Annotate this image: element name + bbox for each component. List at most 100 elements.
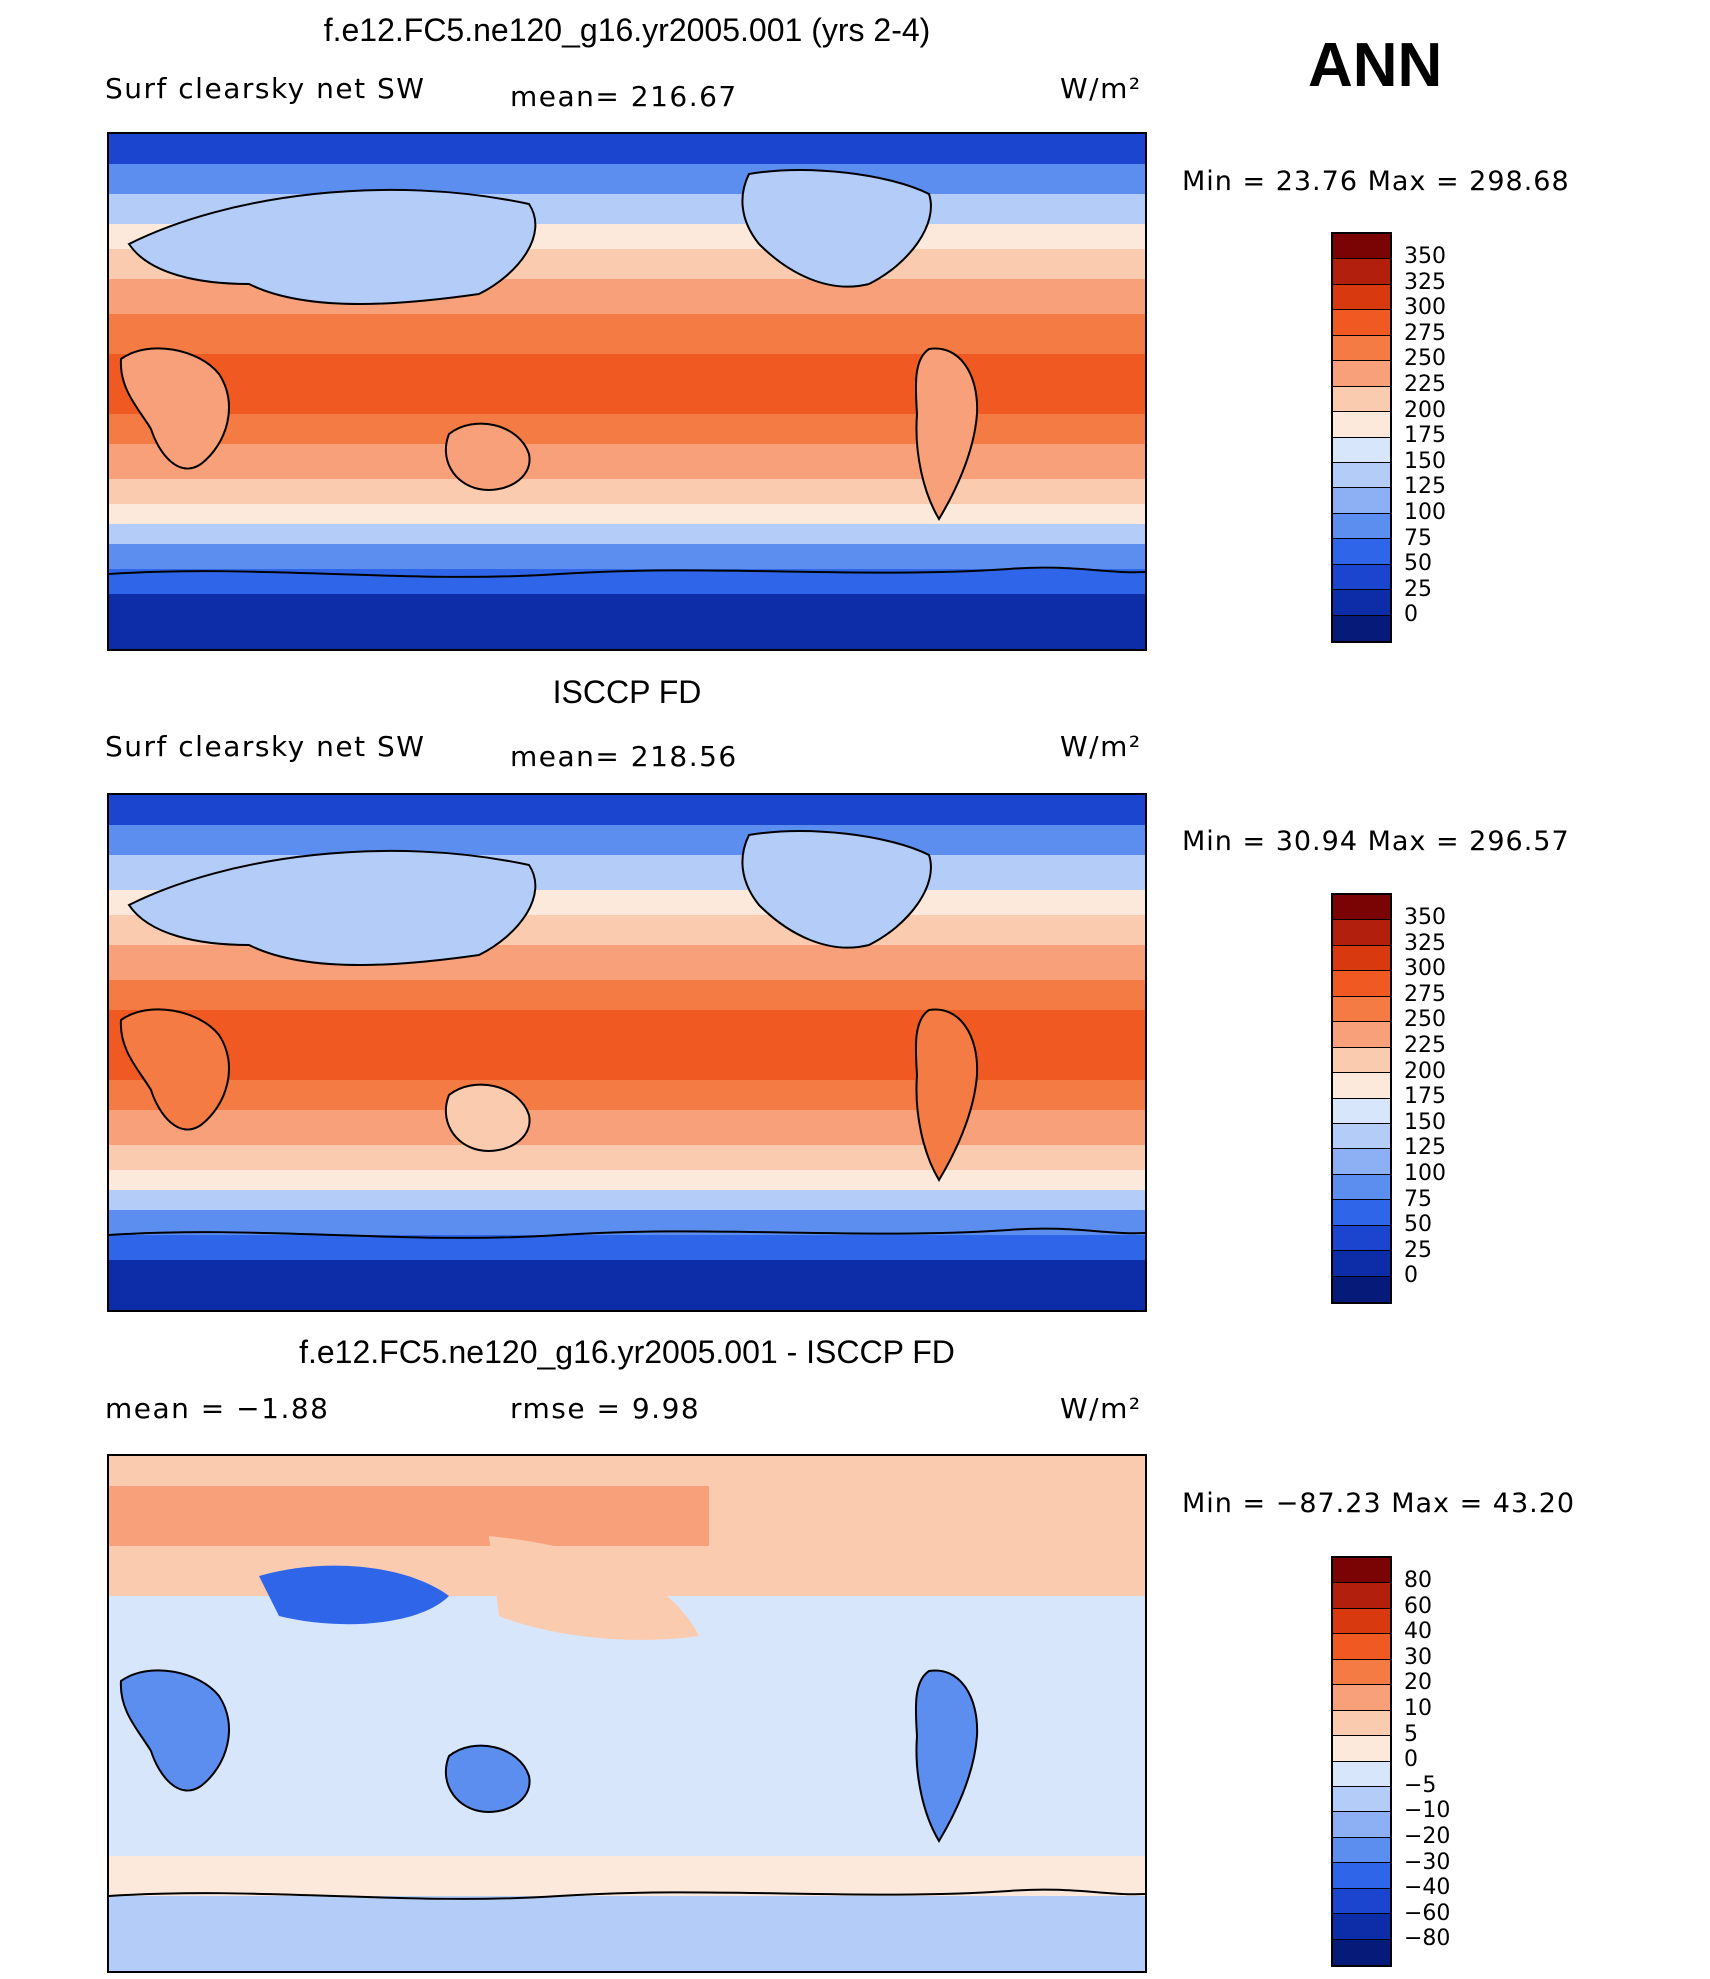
colorbar-level-label: 200 <box>1404 397 1446 423</box>
panel-1-map <box>107 132 1147 651</box>
panel-2-min-max: Min = 30.94 Max = 296.57 <box>1182 826 1570 857</box>
colorbar-swatch <box>1333 1863 1390 1889</box>
panel-1-min-max: Min = 23.76 Max = 298.68 <box>1182 166 1570 197</box>
colorbar-level-label: −80 <box>1404 1926 1451 1952</box>
colorbar-level-label: 100 <box>1404 499 1446 525</box>
colorbar-level-label: 150 <box>1404 448 1446 474</box>
colorbar-swatch <box>1333 1939 1390 1965</box>
colorbar-level-label: 350 <box>1404 905 1446 930</box>
colorbar-level-label: 250 <box>1404 346 1446 372</box>
panel-3-map <box>107 1454 1147 1973</box>
colorbar-level-label: −30 <box>1404 1849 1451 1875</box>
colorbar-swatch <box>1333 284 1390 311</box>
colorbar-level-label: 100 <box>1404 1160 1446 1186</box>
colorbar-swatch <box>1333 615 1390 641</box>
panel-2-map-field <box>109 795 1145 1310</box>
colorbar-level-label: 75 <box>1404 1186 1432 1212</box>
colorbar-level-label: 200 <box>1404 1058 1446 1084</box>
colorbar-swatch <box>1333 361 1390 387</box>
colorbar-swatch <box>1333 1073 1390 1099</box>
panel-3-rmse-label: rmse = 9.98 <box>510 1392 701 1425</box>
colorbar-level-label: 25 <box>1404 1237 1432 1263</box>
panel-3-colorbar-labels: 80 60 40 30 20 10 5 0 −5 −10 −20 −30 −40 −60 −80 <box>1404 1568 1450 1952</box>
panel-1-map-field <box>109 134 1145 649</box>
colorbar-level-label: 60 <box>1404 1593 1432 1619</box>
panel-2-variable-label: Surf clearsky net SW <box>105 730 426 763</box>
colorbar-swatch <box>1333 920 1390 946</box>
colorbar-swatch <box>1333 1634 1390 1660</box>
colorbar-swatch <box>1333 1685 1390 1711</box>
colorbar-swatch <box>1333 386 1390 413</box>
panel-2-mean-label: mean= 218.56 <box>510 740 738 773</box>
colorbar-level-label: 0 <box>1404 1747 1418 1773</box>
panel-3-map-field <box>109 1456 1145 1971</box>
colorbar-level-label: 175 <box>1404 1084 1446 1110</box>
panel-1-variable-label: Surf clearsky net SW <box>105 72 426 105</box>
colorbar-level-label: 30 <box>1404 1644 1432 1670</box>
colorbar-swatch <box>1333 1583 1390 1609</box>
colorbar-swatch <box>1333 1888 1390 1915</box>
colorbar-level-label: 5 <box>1404 1721 1418 1747</box>
colorbar-swatch <box>1333 335 1390 362</box>
colorbar-level-label: 50 <box>1404 551 1432 577</box>
colorbar-swatch <box>1333 488 1390 514</box>
colorbar-level-label: 0 <box>1404 602 1418 628</box>
colorbar-swatch <box>1333 1608 1390 1635</box>
colorbar-swatch <box>1333 1225 1390 1252</box>
colorbar-level-label: −5 <box>1404 1772 1437 1798</box>
colorbar-level-label: 50 <box>1404 1212 1432 1238</box>
panel-2-units: W/m² <box>1060 730 1142 763</box>
panel-2-map <box>107 793 1147 1312</box>
panel-3-mean-label: mean = −1.88 <box>105 1392 330 1425</box>
colorbar-swatch <box>1333 564 1390 591</box>
colorbar-level-label: −60 <box>1404 1900 1451 1926</box>
colorbar-swatch <box>1333 1123 1390 1150</box>
colorbar-swatch <box>1333 462 1390 489</box>
colorbar-swatch <box>1333 234 1390 260</box>
colorbar-swatch <box>1333 1558 1390 1584</box>
panel-2-colorbar <box>1331 893 1392 1304</box>
panel-1-units: W/m² <box>1060 72 1142 105</box>
colorbar-swatch <box>1333 1047 1390 1074</box>
season-label: ANN <box>1308 31 1443 100</box>
colorbar-level-label: 10 <box>1404 1695 1432 1721</box>
colorbar-level-label: −40 <box>1404 1875 1451 1901</box>
colorbar-swatch <box>1333 1914 1390 1940</box>
colorbar-swatch <box>1333 513 1390 540</box>
colorbar-swatch <box>1333 1761 1390 1787</box>
colorbar-level-label: 0 <box>1404 1263 1418 1289</box>
colorbar-swatch <box>1333 1098 1390 1124</box>
colorbar-level-label: 350 <box>1404 244 1446 269</box>
panel-3-title: f.e12.FC5.ne120_g16.yr2005.001 - ISCCP F… <box>299 1334 955 1370</box>
colorbar-level-label: 80 <box>1404 1568 1432 1593</box>
colorbar-level-label: 325 <box>1404 269 1446 295</box>
colorbar-swatch <box>1333 996 1390 1023</box>
colorbar-level-label: 150 <box>1404 1109 1446 1135</box>
colorbar-swatch <box>1333 590 1390 616</box>
colorbar-swatch <box>1333 1276 1390 1302</box>
colorbar-swatch <box>1333 1786 1390 1813</box>
colorbar-level-label: 20 <box>1404 1670 1432 1696</box>
colorbar-level-label: 75 <box>1404 525 1432 551</box>
panel-2-colorbar-labels: 350 325 300 275 250 225 200 175 150 125 100 75 50 25 0 <box>1404 905 1446 1289</box>
panel-3-units: W/m² <box>1060 1392 1142 1425</box>
colorbar-swatch <box>1333 259 1390 285</box>
colorbar-swatch <box>1333 1200 1390 1226</box>
colorbar-level-label: 125 <box>1404 1135 1446 1161</box>
colorbar-level-label: −10 <box>1404 1798 1451 1824</box>
colorbar-swatch <box>1333 895 1390 921</box>
colorbar-level-label: 125 <box>1404 474 1446 500</box>
panel-2-title: ISCCP FD <box>552 674 702 710</box>
colorbar-swatch <box>1333 1174 1390 1201</box>
colorbar-swatch <box>1333 310 1390 336</box>
colorbar-swatch <box>1333 539 1390 565</box>
colorbar-swatch <box>1333 945 1390 972</box>
panel-1-colorbar <box>1331 232 1392 643</box>
colorbar-swatch <box>1333 1837 1390 1864</box>
colorbar-swatch <box>1333 1251 1390 1277</box>
panel-1-mean-label: mean= 216.67 <box>510 80 738 113</box>
colorbar-swatch <box>1333 1736 1390 1762</box>
colorbar-swatch <box>1333 1812 1390 1838</box>
panel-1-colorbar-labels: 350 325 300 275 250 225 200 175 150 125 100 75 50 25 0 <box>1404 244 1446 628</box>
colorbar-level-label: 225 <box>1404 371 1446 397</box>
